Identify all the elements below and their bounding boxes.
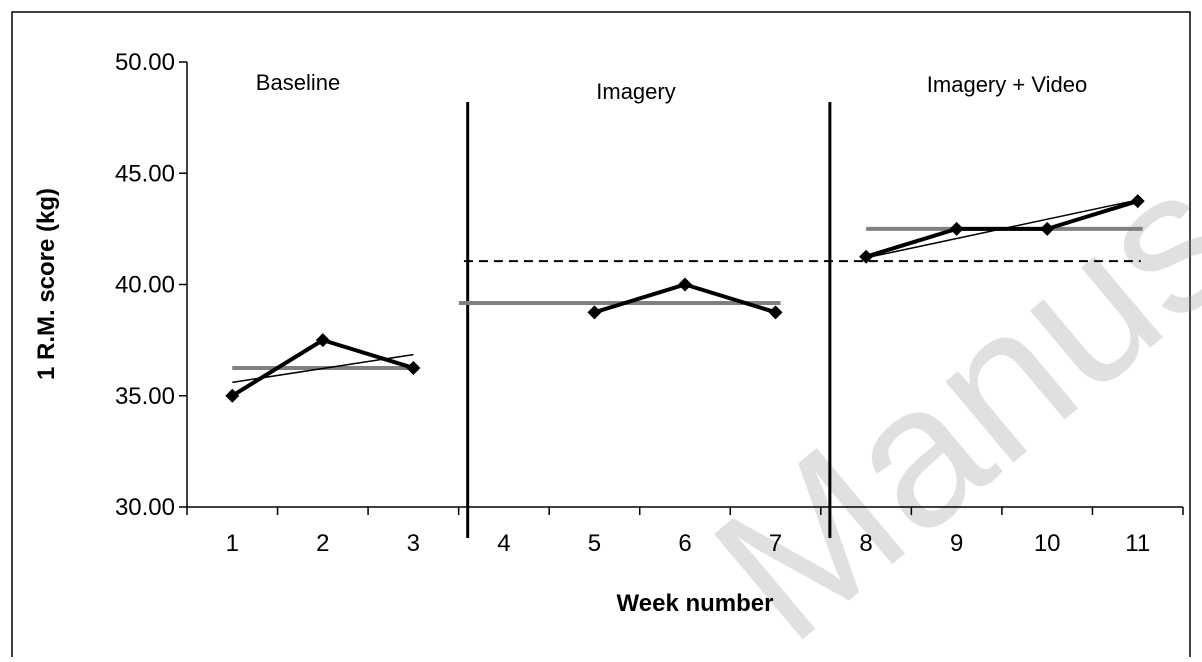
y-axis-title: 1 R.M. score (kg) (33, 188, 60, 380)
data-point (1040, 221, 1055, 236)
y-tick-label: 30.00 (115, 494, 175, 521)
data-point (587, 305, 602, 320)
data-point (949, 221, 964, 236)
phase-label: Baseline (256, 70, 340, 95)
svg-text:Manuscript: Manuscript (674, 0, 1202, 657)
data-point (859, 249, 874, 264)
data-point (225, 388, 240, 403)
data-point (1130, 194, 1145, 209)
x-tick-label: 5 (588, 530, 601, 557)
axes-layer: 30.00 35.00 40.00 45.00 50.00 1 2 3 4 5 6 7 8 9 10 11 (115, 49, 1184, 557)
data-point (678, 277, 692, 292)
watermark: Manuscript (674, 0, 1202, 662)
x-tick-label: 3 (407, 530, 420, 557)
watermark-text: Manuscript (674, 0, 1202, 657)
data-point (315, 333, 330, 348)
x-tick-label: 6 (678, 530, 691, 557)
series-layer (225, 194, 1145, 403)
x-tick-label: 2 (316, 530, 329, 557)
x-tick-label: 11 (1125, 530, 1150, 557)
y-tick-label: 40.00 (115, 272, 175, 299)
y-tick-label: 50.00 (115, 49, 175, 76)
phase-label: Imagery + Video (927, 72, 1087, 97)
chart-border (11, 11, 1191, 662)
y-tick-label: 35.00 (115, 383, 175, 410)
x-tick-label: 8 (859, 530, 872, 557)
x-tick-label: 7 (769, 530, 782, 557)
y-tick-label: 45.00 (115, 160, 175, 187)
phase-label: Imagery (596, 79, 675, 104)
x-axis-title: Week number (617, 590, 774, 617)
x-tick-label: 4 (497, 530, 510, 557)
data-point (406, 360, 421, 375)
series-line (865, 199, 1139, 259)
phase-layer: Baseline Imagery Imagery + Video (256, 70, 1087, 538)
data-point (768, 305, 783, 320)
x-tick-label: 1 (226, 530, 239, 557)
x-tick-label: 10 (1034, 530, 1061, 557)
x-tick-label: 9 (950, 530, 963, 557)
